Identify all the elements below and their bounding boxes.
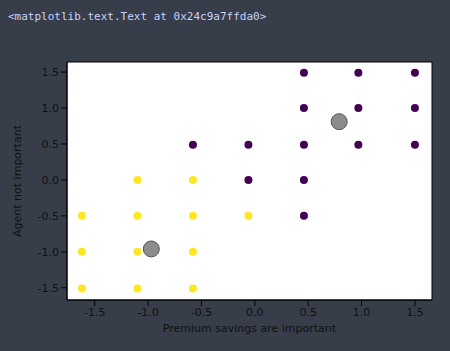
- svg-text:1.5: 1.5: [42, 66, 60, 79]
- svg-text:0.5: 0.5: [42, 138, 60, 151]
- svg-text:1.0: 1.0: [353, 306, 371, 319]
- svg-text:Premium savings are important: Premium savings are important: [163, 322, 337, 335]
- svg-text:0.5: 0.5: [299, 306, 317, 319]
- svg-text:0.0: 0.0: [42, 174, 60, 187]
- svg-text:-1.5: -1.5: [84, 306, 105, 319]
- svg-text:-1.5: -1.5: [38, 282, 59, 295]
- svg-text:1.5: 1.5: [406, 306, 424, 319]
- html-text:<matplotlib.text.Text at 0x24c: <matplotlib.text.Text at 0x24c9a7ffda0>: [8, 10, 267, 23]
- svg-text:-0.5: -0.5: [38, 210, 59, 223]
- svg-text:1.0: 1.0: [42, 102, 60, 115]
- svg-text:-0.5: -0.5: [191, 306, 212, 319]
- svg-text:-1.0: -1.0: [137, 306, 158, 319]
- svg-text:Agent not important: Agent not important: [11, 124, 24, 237]
- svg-text:0.0: 0.0: [246, 306, 264, 319]
- svg-text:-1.0: -1.0: [38, 246, 59, 259]
